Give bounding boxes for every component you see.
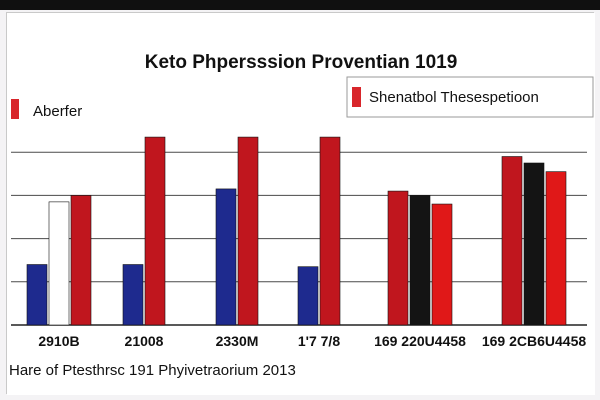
bar-c0-s1 bbox=[48, 201, 70, 326]
x-tick-label-4: 169 220U4458 bbox=[374, 333, 466, 349]
legend-swatch-aberfer bbox=[11, 99, 19, 119]
bars bbox=[26, 136, 567, 326]
bar-c5-s2 bbox=[501, 156, 523, 326]
bar-c5-s3 bbox=[523, 162, 545, 326]
bar-chart: Keto Phpersssion Proventian 1019 2910B 21… bbox=[7, 13, 595, 395]
x-axis-label: Hare of Ptesthrsc 191 Phyivetraorium 201… bbox=[9, 362, 296, 379]
x-tick-label-1: 21008 bbox=[125, 333, 164, 349]
x-tick-label-3: 1'7 7/8 bbox=[298, 333, 340, 349]
x-tick-label-0: 2910B bbox=[38, 333, 79, 349]
x-tick-labels: 2910B 21008 2330M 1'7 7/8 169 220U4458 169 2C… bbox=[38, 333, 586, 349]
bar-c0-s2 bbox=[70, 195, 92, 326]
top-bar bbox=[0, 0, 600, 10]
bar-c3-s0 bbox=[297, 266, 319, 326]
legend-label-aberfer: Aberfer bbox=[33, 103, 82, 120]
bar-c4-s3 bbox=[409, 195, 431, 326]
bar-c1-s2 bbox=[144, 136, 166, 326]
legend-swatch-shenatbol bbox=[352, 87, 361, 107]
bar-c1-s0 bbox=[122, 264, 144, 326]
chart-panel: Keto Phpersssion Proventian 1019 2910B 21… bbox=[6, 12, 595, 395]
chart-title: Keto Phpersssion Proventian 1019 bbox=[145, 52, 458, 73]
legend-box bbox=[346, 76, 594, 118]
bar-c2-s2 bbox=[237, 136, 259, 326]
legend-right: Shenatbol Thesespetioon bbox=[346, 76, 594, 118]
x-tick-label-5: 169 2CB6U4458 bbox=[482, 333, 587, 349]
bar-c0-s0 bbox=[26, 264, 48, 326]
grid-lines bbox=[11, 151, 587, 326]
bar-c2-s0 bbox=[215, 188, 237, 326]
bar-c4-s2 bbox=[387, 190, 409, 326]
bar-c3-s2 bbox=[319, 136, 341, 326]
legend-left: Aberfer bbox=[11, 99, 82, 120]
x-tick-label-2: 2330M bbox=[216, 333, 259, 349]
bar-c5-s4 bbox=[545, 171, 567, 326]
legend-label-shenatbol: Shenatbol Thesespetioon bbox=[369, 89, 539, 106]
bar-c4-s4 bbox=[431, 203, 453, 326]
